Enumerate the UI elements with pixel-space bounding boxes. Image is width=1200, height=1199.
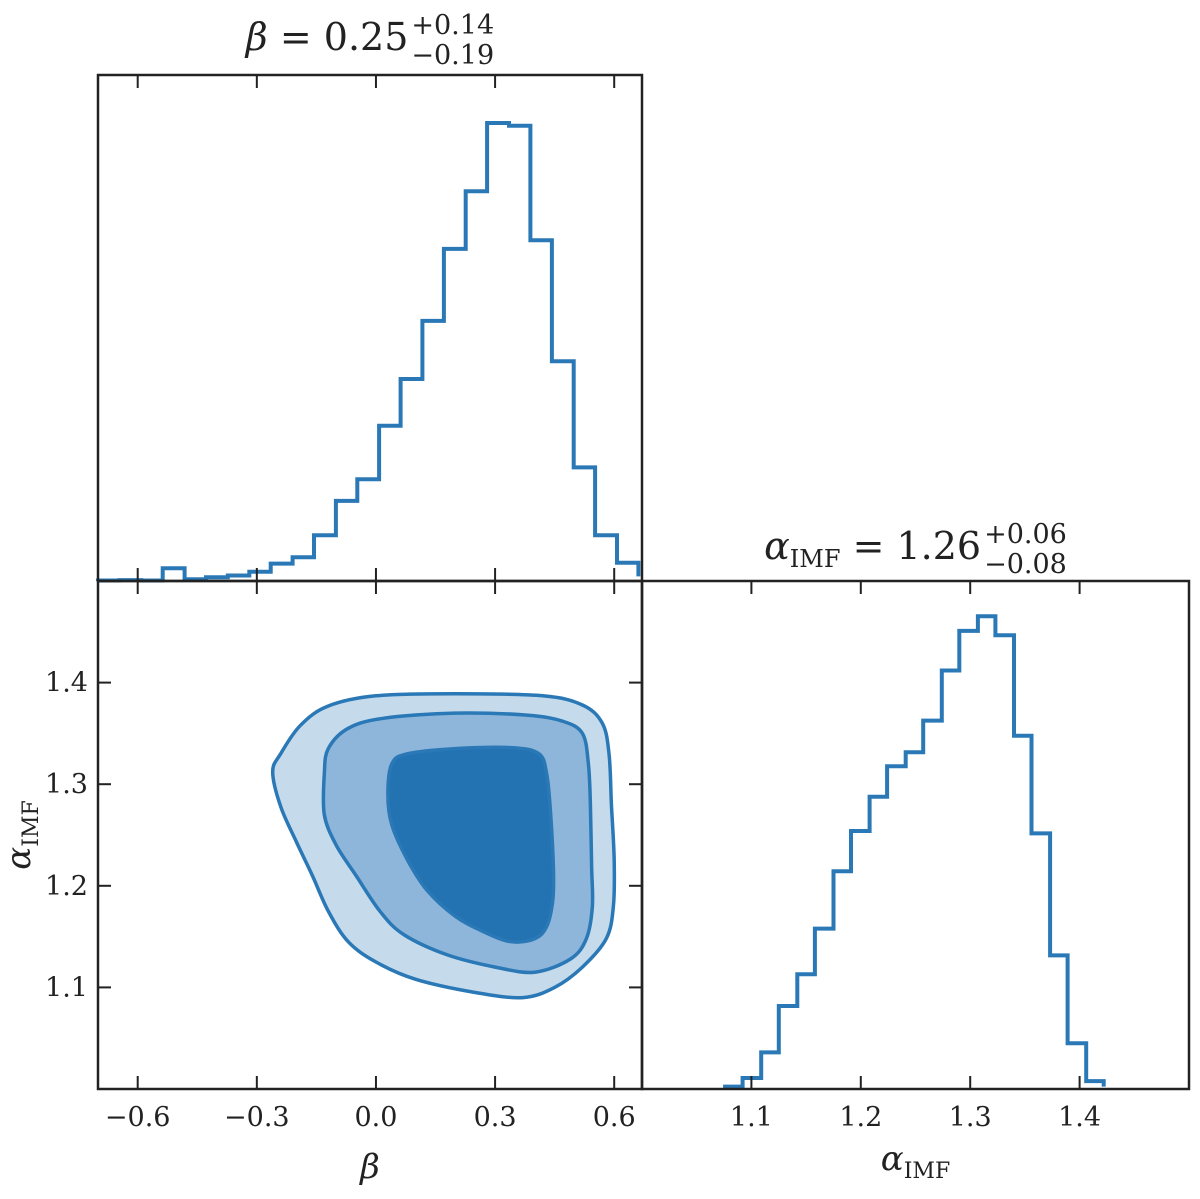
beta-histogram [96, 121, 641, 583]
beta-tick-label: 0.6 [593, 1102, 636, 1133]
alpha-imf-x-tick-label: 1.4 [1058, 1102, 1101, 1133]
alpha-imf-x-tick-label: 1.3 [949, 1102, 992, 1133]
beta-tick-label: −0.6 [105, 1102, 171, 1133]
alpha-imf-histogram-frame [640, 579, 1191, 1091]
alpha-imf-y-tick-label: 1.3 [45, 769, 88, 800]
alpha-imf-x-tick-label: 1.1 [730, 1102, 773, 1133]
panel-frame-layer [96, 73, 1191, 1091]
beta-title-upper-error: +0.14 [411, 10, 494, 41]
label-layer: −0.6 −0.3 0.0 0.3 0.6 1.1 1.2 1.3 1.4 1.1 1.2 1.3 1.… [0, 10, 1101, 1187]
alpha-imf-axis-label: αIMF [881, 1139, 950, 1184]
beta-axis-label: β [358, 1147, 380, 1187]
alpha-imf-x-tick-label: 1.2 [839, 1102, 882, 1133]
data-line-layer [96, 121, 1106, 1089]
alpha-imf-histogram [723, 614, 1106, 1089]
beta-histogram-frame [96, 73, 644, 583]
beta-tick-label: 0.0 [354, 1102, 397, 1133]
tick-layer [98, 75, 1081, 1089]
contour-line-inner [386, 745, 556, 944]
contour-line-outer [270, 692, 617, 1000]
beta-tick-label: −0.3 [224, 1102, 290, 1133]
alpha-imf-title-text: αIMF = 1.26 [764, 524, 981, 573]
beta-title-text: β = 0.25 [244, 15, 409, 59]
beta-title-lower-error: −0.19 [411, 40, 494, 71]
alpha-imf-y-axis-label: αIMF [0, 800, 44, 869]
contour-line-middle [321, 711, 595, 975]
contour-fill-layer [272, 693, 615, 998]
alpha-imf-title-upper-error: +0.06 [984, 519, 1067, 550]
contour-fill-inner [387, 747, 554, 943]
alpha-imf-y-tick-label: 1.1 [45, 972, 88, 1003]
alpha-imf-y-tick-label: 1.4 [45, 668, 88, 699]
beta-tick-label: 0.3 [474, 1102, 517, 1133]
alpha-imf-title-lower-error: −0.08 [984, 549, 1067, 580]
alpha-imf-y-tick-label: 1.2 [45, 871, 88, 902]
beta-title: β = 0.25 +0.14−0.19 [244, 10, 494, 71]
alpha-imf-title: αIMF = 1.26 +0.06−0.08 [764, 519, 1067, 580]
